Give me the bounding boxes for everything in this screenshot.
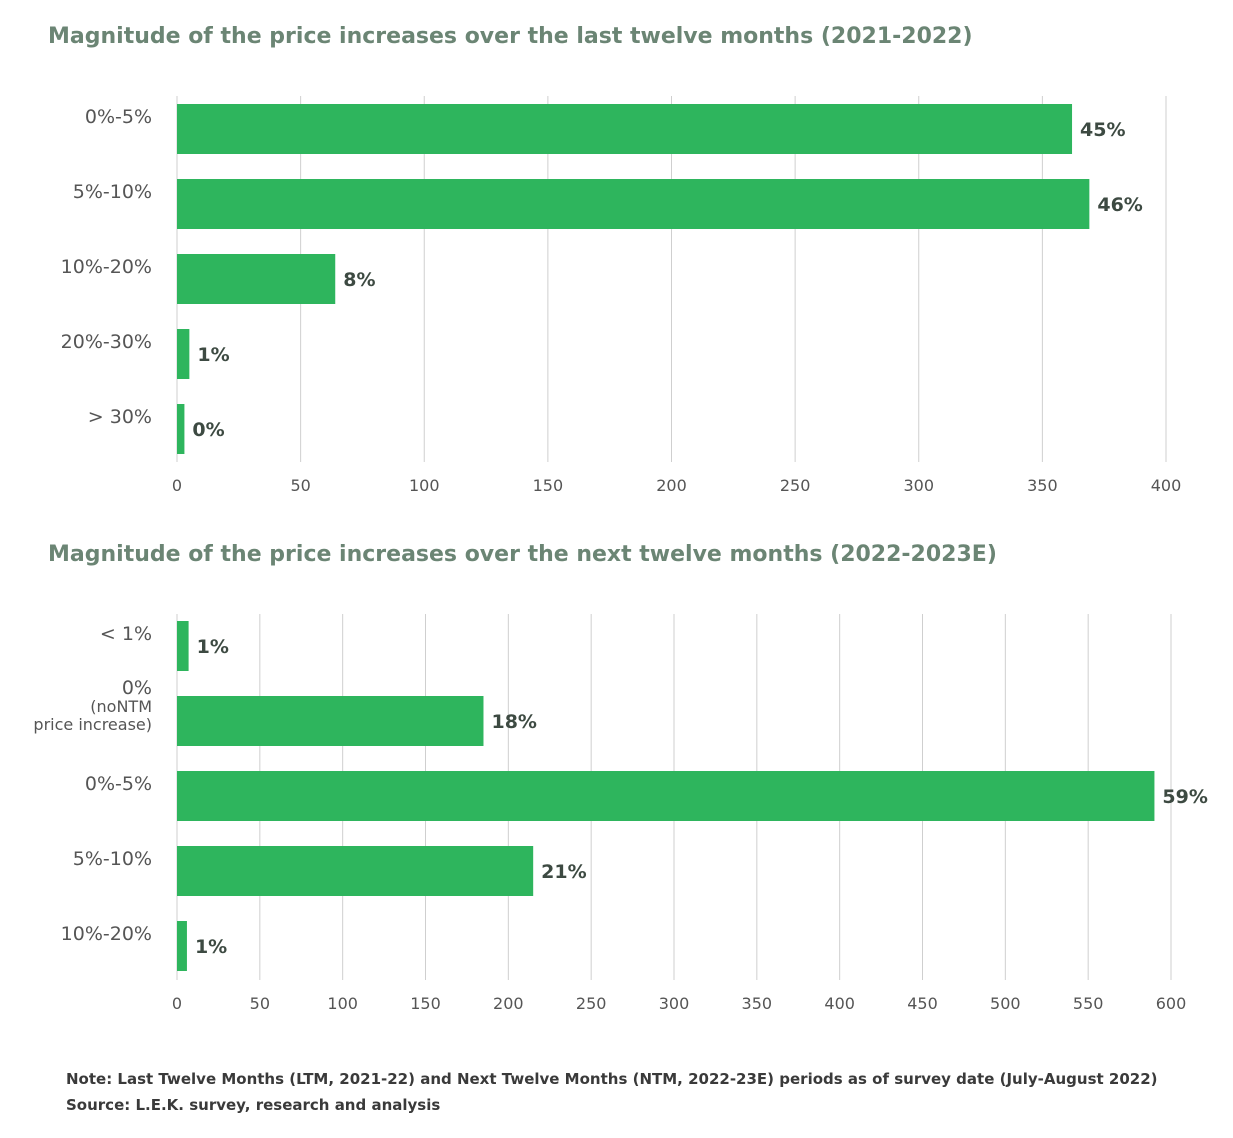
category-label: 0% (noNTM price increase) xyxy=(33,677,152,734)
data-label: 1% xyxy=(197,344,229,366)
x-tick-label: 100 xyxy=(327,994,358,1013)
footnote-note: Note: Last Twelve Months (LTM, 2021-22) … xyxy=(66,1070,1158,1088)
category-label: < 1% xyxy=(100,623,152,645)
category-label: > 30% xyxy=(88,406,152,428)
x-tick-label: 150 xyxy=(410,994,441,1013)
bar xyxy=(177,621,189,671)
bar xyxy=(177,179,1090,229)
x-tick-label: 200 xyxy=(656,476,687,495)
x-tick-label: 350 xyxy=(1027,476,1058,495)
data-label: 21% xyxy=(541,861,586,883)
category-label: 0%-5% xyxy=(85,773,152,795)
category-label: 5%-10% xyxy=(73,848,152,870)
chart-2-ntm: 0 50 100 150 200 250 300 350 400 450 500 550 600 1% < … xyxy=(33,614,1208,1013)
category-label: 10%-20% xyxy=(61,256,152,278)
x-tick-label: 50 xyxy=(250,994,270,1013)
bar xyxy=(177,696,484,746)
footnote-source: Source: L.E.K. survey, research and anal… xyxy=(66,1096,441,1114)
bar xyxy=(177,921,187,971)
x-tick-label: 300 xyxy=(659,994,690,1013)
x-tick-label: 0 xyxy=(172,994,182,1013)
chart-2-title: Magnitude of the price increases over th… xyxy=(48,542,997,567)
category-label: 0%-5% xyxy=(85,106,152,128)
x-tick-label: 0 xyxy=(172,476,182,495)
data-label: 8% xyxy=(343,269,375,291)
category-label: 20%-30% xyxy=(61,331,152,353)
data-label: 45% xyxy=(1080,119,1125,141)
bar xyxy=(177,846,534,896)
bar xyxy=(177,771,1155,821)
data-label: 46% xyxy=(1097,194,1142,216)
data-label: 1% xyxy=(195,936,227,958)
data-label: 0% xyxy=(192,419,224,441)
chart-1-title: Magnitude of the price increases over th… xyxy=(48,24,973,49)
x-tick-label: 150 xyxy=(533,476,564,495)
category-label: 5%-10% xyxy=(73,181,152,203)
chart-1-ltm: 0 50 100 150 200 250 300 350 400 45% 0%-5% 46% 5%-10… xyxy=(61,96,1182,495)
data-label: 18% xyxy=(491,711,536,733)
x-tick-label: 250 xyxy=(576,994,607,1013)
bar xyxy=(177,104,1073,154)
x-tick-label: 350 xyxy=(742,994,773,1013)
x-tick-label: 300 xyxy=(903,476,934,495)
x-tick-label: 50 xyxy=(290,476,310,495)
bar xyxy=(177,329,190,379)
x-tick-label: 250 xyxy=(780,476,811,495)
bar xyxy=(177,254,336,304)
x-tick-label: 600 xyxy=(1156,994,1187,1013)
x-tick-label: 400 xyxy=(824,994,855,1013)
x-tick-label: 500 xyxy=(990,994,1021,1013)
x-tick-label: 100 xyxy=(409,476,440,495)
x-tick-label: 550 xyxy=(1073,994,1104,1013)
x-tick-label: 400 xyxy=(1151,476,1182,495)
x-tick-label: 450 xyxy=(907,994,938,1013)
x-tick-label: 200 xyxy=(493,994,524,1013)
category-label: 10%-20% xyxy=(61,923,152,945)
data-label: 1% xyxy=(197,636,229,658)
bar xyxy=(177,404,185,454)
data-label: 59% xyxy=(1162,786,1207,808)
